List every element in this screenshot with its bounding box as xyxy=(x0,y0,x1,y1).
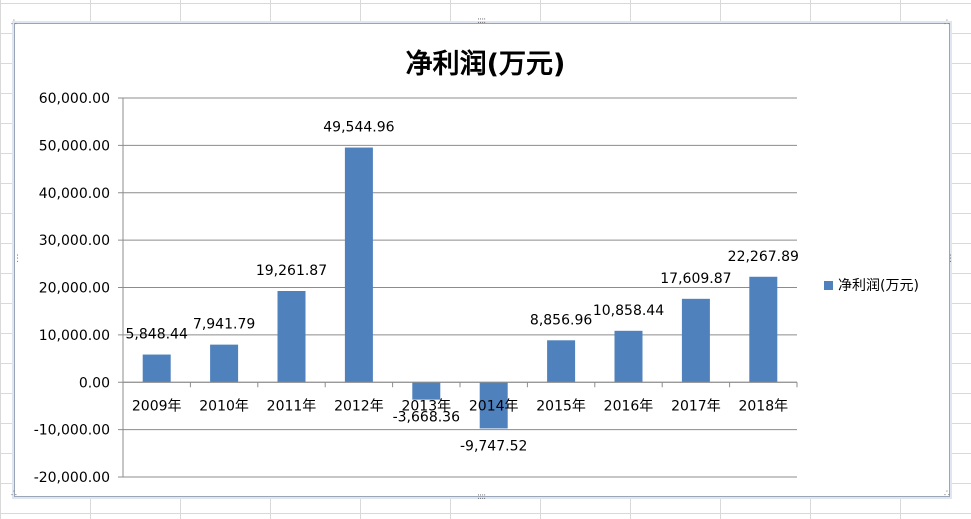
data-label: 7,941.79 xyxy=(193,317,255,333)
y-tick-label: 20,000.00 xyxy=(39,281,110,297)
bar xyxy=(277,290,306,383)
data-label: 17,609.87 xyxy=(660,271,731,287)
data-label: 49,544.96 xyxy=(323,120,394,136)
x-tick-label: 2013年 xyxy=(401,398,451,414)
data-label: 22,267.89 xyxy=(728,249,799,265)
bar xyxy=(614,330,643,383)
bar xyxy=(547,340,576,383)
bar xyxy=(142,354,171,383)
resize-handle-left[interactable]: ⋮ xyxy=(13,254,22,264)
data-label: 19,261.87 xyxy=(256,263,327,279)
y-tick-label: -20,000.00 xyxy=(34,470,110,486)
y-tick-label: 30,000.00 xyxy=(39,233,110,249)
y-tick-label: 10,000.00 xyxy=(39,328,110,344)
bar xyxy=(344,147,373,383)
bar xyxy=(412,382,441,400)
chart-title: 净利润(万元) xyxy=(405,49,566,80)
data-label: 10,858.44 xyxy=(593,303,664,319)
legend-label: 净利润(万元) xyxy=(838,278,919,294)
x-tick-label: 2011年 xyxy=(267,398,317,414)
y-tick-label: 0.00 xyxy=(79,375,110,391)
x-tick-label: 2010年 xyxy=(199,398,249,414)
y-tick-label: 40,000.00 xyxy=(39,186,110,202)
data-label: -3,668.36 xyxy=(393,410,460,426)
y-tick-label: 60,000.00 xyxy=(39,91,110,107)
bar xyxy=(681,298,710,383)
resize-handle-bottom[interactable]: :::: xyxy=(477,492,486,502)
resize-handle-top[interactable]: :::: xyxy=(477,16,486,26)
x-tick-label: 2012年 xyxy=(334,398,384,414)
data-label: 8,856.96 xyxy=(530,312,592,328)
x-tick-label: 2017年 xyxy=(671,398,721,414)
resize-handle-bottom-right[interactable]: ∴ xyxy=(944,489,950,499)
y-tick-label: 50,000.00 xyxy=(39,138,110,154)
legend-swatch xyxy=(824,280,833,290)
resize-handle-right[interactable]: ⋮ xyxy=(946,254,955,264)
data-label: -9,747.52 xyxy=(460,438,527,454)
x-tick-label: 2016年 xyxy=(604,398,654,414)
y-tick-label: -10,000.00 xyxy=(34,423,110,439)
resize-handle-top-left[interactable]: ∴ xyxy=(11,18,17,28)
legend: 净利润(万元) xyxy=(824,275,919,295)
data-label: 5,848.44 xyxy=(126,327,188,343)
resize-handle-top-right[interactable]: ∴ xyxy=(944,18,950,28)
x-tick-label: 2014年 xyxy=(469,398,519,414)
bar xyxy=(210,344,239,383)
resize-handle-bottom-left[interactable]: ∴ xyxy=(11,489,17,499)
bar xyxy=(479,382,508,429)
x-tick-label: 2009年 xyxy=(132,398,182,414)
bar xyxy=(749,276,778,383)
x-tick-label: 2018年 xyxy=(738,398,788,414)
x-tick-label: 2015年 xyxy=(536,398,586,414)
